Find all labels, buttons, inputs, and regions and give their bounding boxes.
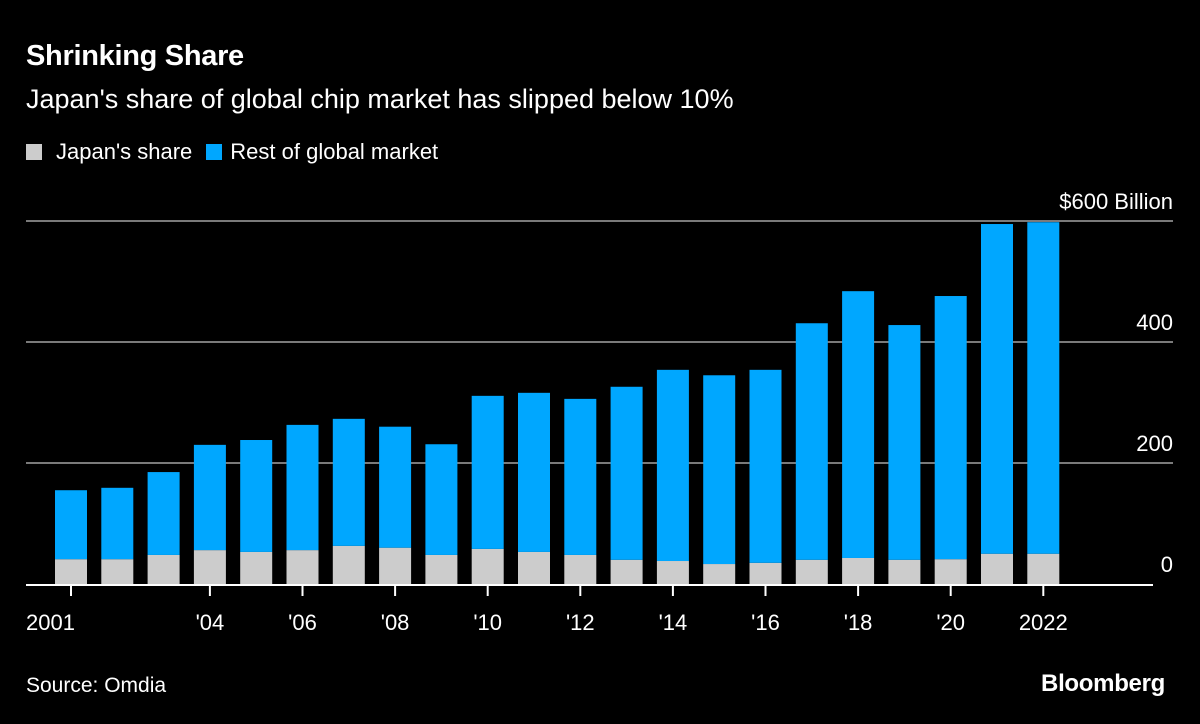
x-tick-label: '08	[381, 610, 410, 635]
bar-rest-of-market	[564, 398, 597, 555]
bar-japan-share	[981, 553, 1013, 584]
legend-item-japan: Japan's share	[26, 139, 192, 165]
x-tick-label: 2001	[26, 610, 75, 635]
x-tick-label: '18	[844, 610, 873, 635]
x-tick-label: '06	[288, 610, 317, 635]
bar-rest-of-market	[795, 323, 828, 560]
bar-group	[888, 325, 921, 584]
bar-japan-share	[518, 551, 550, 584]
bar-rest-of-market	[471, 395, 504, 549]
bar-japan-share	[564, 554, 597, 584]
bar-japan-share	[147, 554, 180, 584]
bar-japan-share	[842, 557, 875, 584]
x-tick-label: '14	[659, 610, 688, 635]
x-tick-label: '04	[196, 610, 225, 635]
bar-rest-of-market	[286, 424, 319, 551]
legend-label-japan: Japan's share	[56, 139, 193, 164]
y-tick-label: $600 Billion	[1059, 189, 1173, 214]
bar-rest-of-market	[934, 296, 967, 560]
bar-group	[1027, 222, 1060, 584]
bar-japan-share	[101, 559, 134, 584]
bar-japan-share	[749, 562, 782, 584]
bar-japan-share	[703, 564, 736, 584]
bar-group	[471, 395, 504, 584]
bar-group	[610, 386, 643, 584]
bar-group	[240, 440, 273, 584]
bar-rest-of-market	[888, 325, 921, 560]
bar-group	[981, 224, 1013, 584]
bar-japan-share	[934, 559, 967, 584]
legend-item-rest: Rest of global market	[206, 139, 438, 165]
bar-group	[379, 426, 412, 584]
chart-subtitle: Japan's share of global chip market has …	[26, 84, 734, 114]
bar-rest-of-market	[981, 224, 1013, 554]
x-tick-label: '16	[751, 610, 780, 635]
bar-japan-share	[795, 559, 828, 584]
y-axis-labels: 0 200 400 $600 Billion	[1059, 189, 1173, 577]
bar-group	[842, 291, 875, 584]
y-tick-label: 200	[1136, 431, 1173, 456]
bar-japan-share	[610, 559, 643, 584]
bar-japan-share	[332, 545, 365, 584]
bar-japan-share	[286, 550, 319, 584]
bar-japan-share	[55, 559, 87, 584]
bloomberg-logo: Bloomberg	[1041, 670, 1165, 697]
bar-rest-of-market	[1027, 222, 1060, 554]
legend-swatch-rest	[206, 144, 223, 160]
legend-swatch-japan	[26, 144, 42, 160]
bar-japan-share	[1027, 553, 1060, 584]
bar-rest-of-market	[703, 375, 736, 565]
bars	[55, 222, 1060, 584]
x-tick-label: '12	[566, 610, 595, 635]
bar-group	[795, 323, 828, 584]
bar-japan-share	[193, 550, 226, 584]
bar-group	[193, 444, 226, 584]
bar-group	[564, 398, 597, 584]
bar-japan-share	[425, 554, 458, 584]
bar-group	[425, 444, 458, 584]
bar-rest-of-market	[55, 490, 87, 560]
bar-rest-of-market	[610, 386, 643, 560]
bar-group	[55, 490, 87, 584]
bar-group	[749, 369, 782, 584]
bar-rest-of-market	[656, 369, 689, 562]
bar-rest-of-market	[518, 392, 550, 552]
source-note: Source: Omdia	[26, 674, 167, 697]
bar-group	[286, 424, 319, 584]
bar-rest-of-market	[425, 444, 458, 555]
bar-group	[332, 418, 365, 584]
chart-title: Shrinking Share	[26, 40, 244, 72]
bar-rest-of-market	[101, 487, 134, 560]
bar-rest-of-market	[842, 291, 875, 558]
x-axis: 2001 '04 '06 '08 '10 '12 '14 '16 '18 '20 2022	[26, 584, 1153, 635]
bar-rest-of-market	[193, 444, 226, 551]
legend: Japan's share Rest of global market	[26, 139, 452, 165]
bar-japan-share	[888, 559, 921, 584]
bar-rest-of-market	[332, 418, 365, 546]
bar-group	[934, 296, 967, 584]
x-tick-label: '20	[936, 610, 965, 635]
bar-group	[147, 472, 180, 584]
y-tick-label: 0	[1161, 552, 1173, 577]
x-tick-label: 2022	[1019, 610, 1068, 635]
bar-group	[656, 369, 689, 584]
bar-group	[101, 487, 134, 584]
x-tick-label: '10	[473, 610, 502, 635]
bar-japan-share	[240, 551, 273, 584]
bar-rest-of-market	[240, 440, 273, 552]
bar-rest-of-market	[379, 426, 412, 548]
bar-japan-share	[471, 548, 504, 584]
legend-label-rest: Rest of global market	[230, 139, 439, 164]
y-tick-label: 400	[1136, 310, 1173, 335]
bar-japan-share	[656, 561, 689, 584]
bar-japan-share	[379, 547, 412, 584]
bar-group	[518, 392, 550, 584]
bar-rest-of-market	[749, 369, 782, 563]
bar-rest-of-market	[147, 472, 180, 555]
bar-group	[703, 375, 736, 584]
